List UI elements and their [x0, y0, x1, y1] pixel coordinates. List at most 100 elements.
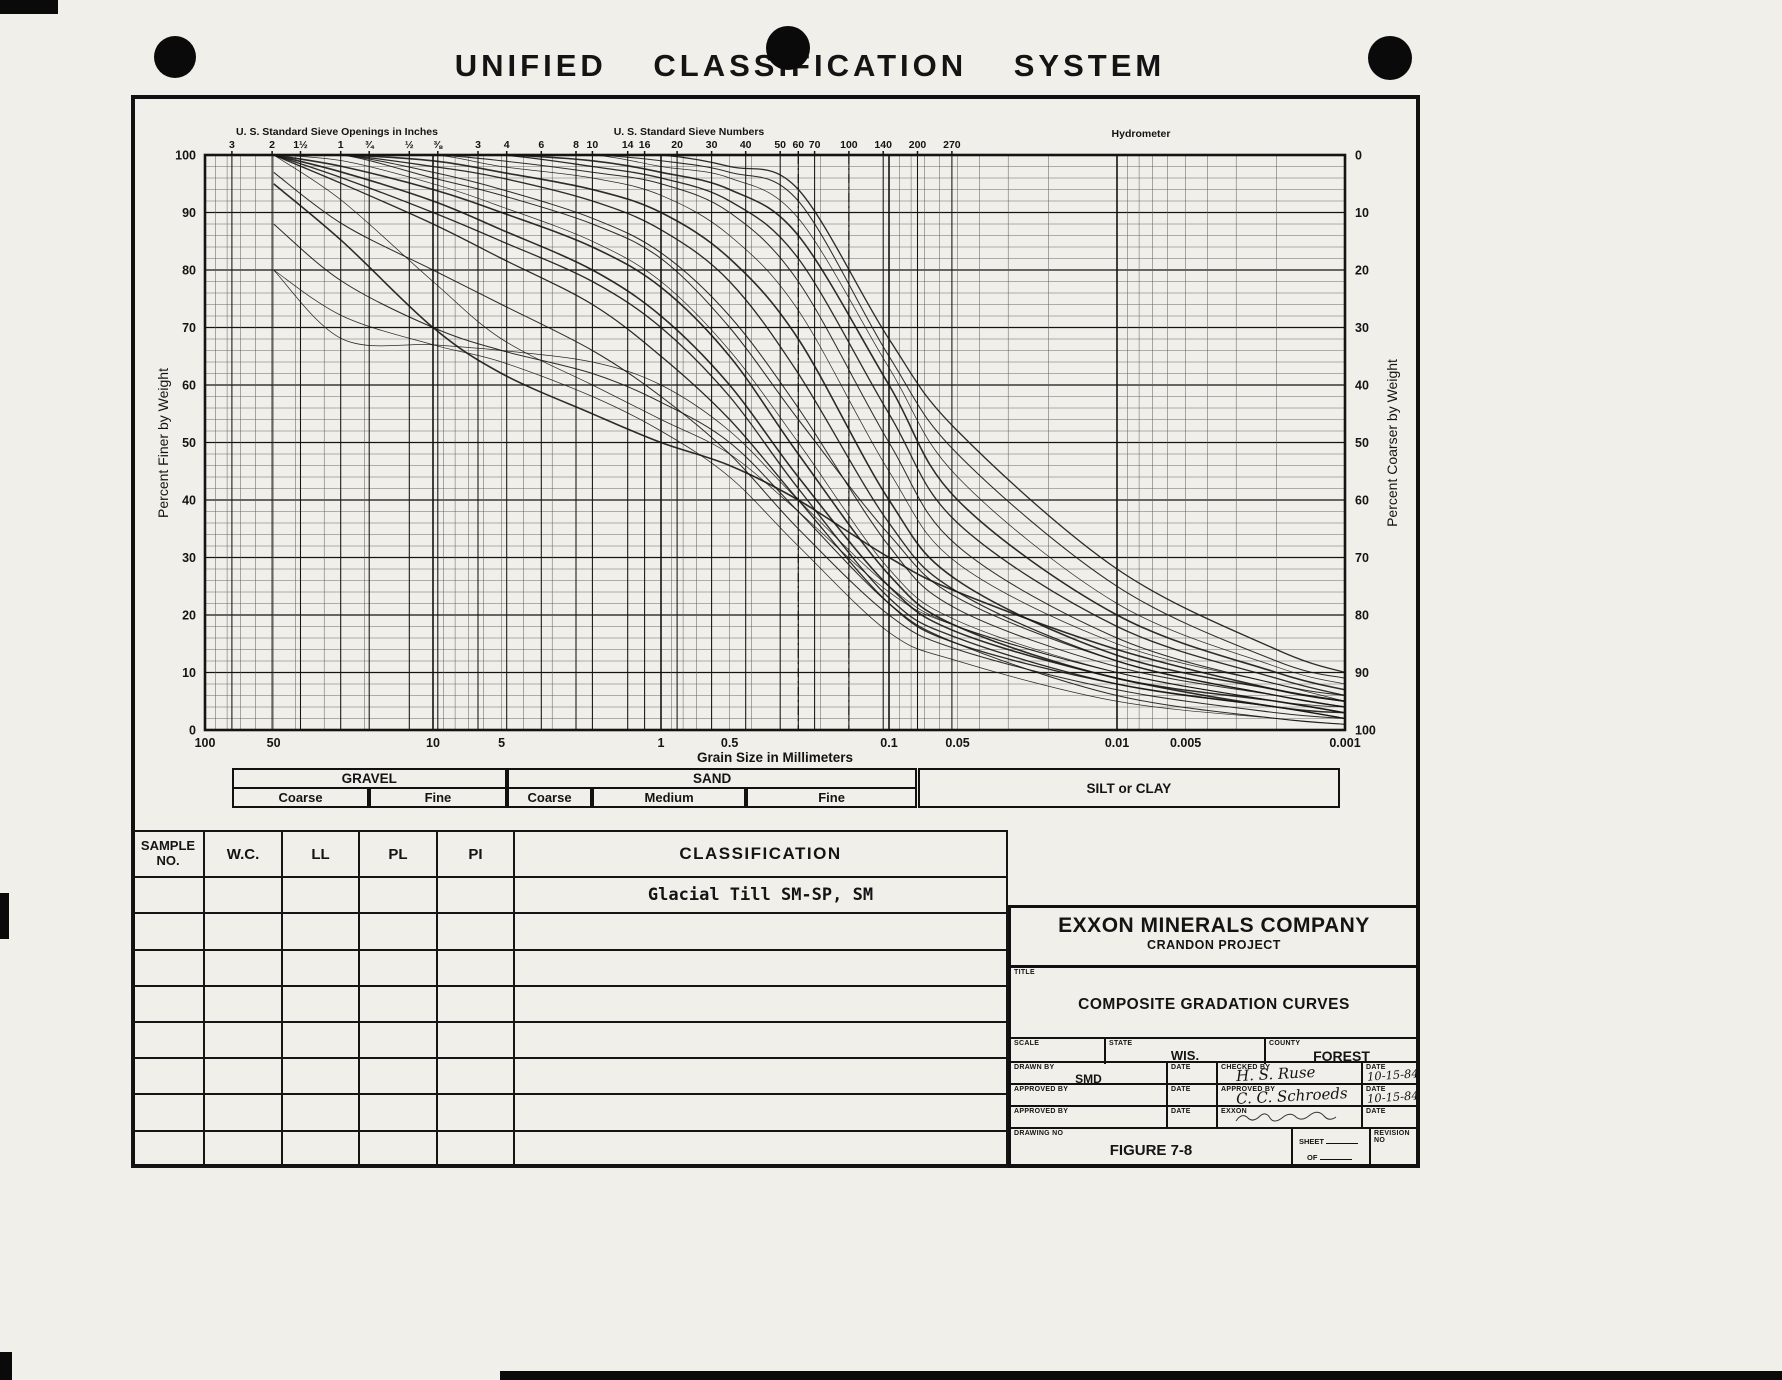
- size-band-cell: Fine: [745, 787, 918, 808]
- sample-table-cell: [203, 912, 283, 951]
- size-band-cell: Coarse: [506, 787, 593, 808]
- sample-table-cell: [358, 948, 438, 987]
- sample-table-cell: [281, 1093, 360, 1132]
- sample-table-cell: [358, 984, 438, 1024]
- approver-caption: APPROVED BY: [1221, 1086, 1276, 1093]
- sample-table-cell: [513, 1021, 1008, 1060]
- sample-table-cell: [281, 1057, 360, 1096]
- svg-text:0: 0: [189, 724, 196, 738]
- title-block-title-row: TITLE COMPOSITE GRADATION CURVES: [1011, 968, 1417, 1039]
- svg-text:100: 100: [195, 736, 216, 750]
- svg-text:¾: ¾: [365, 139, 375, 151]
- svg-text:3: 3: [475, 139, 481, 151]
- sample-table-cell: [358, 876, 438, 915]
- svg-text:100: 100: [840, 139, 858, 151]
- sheet-caption: SHEET: [1299, 1137, 1325, 1146]
- svg-text:90: 90: [1355, 666, 1369, 680]
- sample-table-header: W.C.: [203, 829, 283, 879]
- sample-table-cell: [281, 1021, 360, 1060]
- sample-table-cell: [203, 948, 283, 987]
- svg-text:60: 60: [792, 139, 804, 151]
- svg-text:10: 10: [182, 666, 196, 680]
- sample-table-cell: [513, 1129, 1008, 1169]
- date-cell: DATE: [1168, 1085, 1218, 1105]
- scale-state-county-row: SCALE STATE WIS. COUNTY FOREST: [1011, 1039, 1417, 1064]
- svg-text:30: 30: [1355, 321, 1369, 335]
- sample-table-cell: [436, 912, 515, 951]
- svg-text:6: 6: [538, 139, 544, 151]
- county-cell: COUNTY FOREST: [1266, 1039, 1417, 1064]
- svg-text:60: 60: [182, 379, 196, 393]
- drawn-by-caption: DRAWN BY: [1014, 1064, 1055, 1071]
- sample-table-cell: [436, 948, 515, 987]
- sample-table-cell: [281, 1129, 360, 1169]
- title-caption: TITLE: [1014, 969, 1035, 976]
- svg-text:100: 100: [175, 149, 196, 163]
- sample-table-cell: [513, 1093, 1008, 1132]
- sample-table-cell: [358, 1057, 438, 1096]
- sample-table-cell: [358, 1129, 438, 1169]
- state-caption: STATE: [1109, 1040, 1133, 1047]
- svg-text:10: 10: [426, 736, 440, 750]
- svg-text:2: 2: [269, 139, 275, 151]
- signature-scribble: [1235, 1111, 1337, 1122]
- svg-text:1: 1: [338, 139, 344, 151]
- approved-by-caption: APPROVED BY: [1014, 1108, 1069, 1115]
- date-cell: DATE: [1168, 1107, 1218, 1127]
- revision-cell: REVISION NO: [1371, 1129, 1417, 1165]
- checked-by-caption: CHECKED BY: [1221, 1064, 1271, 1071]
- sample-table-cell: [513, 912, 1008, 951]
- drawing-number-value: FIGURE 7-8: [1109, 1142, 1193, 1159]
- svg-text:200: 200: [909, 139, 927, 151]
- state-value: WIS.: [1170, 1048, 1200, 1063]
- svg-text:20: 20: [671, 139, 683, 151]
- date-caption: DATE: [1366, 1064, 1386, 1071]
- size-band-cell: Coarse: [231, 787, 370, 808]
- sample-table-cell: [436, 984, 515, 1024]
- svg-text:10: 10: [1355, 206, 1369, 220]
- svg-text:0.1: 0.1: [880, 736, 897, 750]
- date-caption: DATE: [1366, 1086, 1386, 1093]
- state-cell: STATE WIS.: [1106, 1039, 1266, 1064]
- svg-text:140: 140: [874, 139, 892, 151]
- sample-table-cell: [203, 1057, 283, 1096]
- sample-table-header: PL: [358, 829, 438, 879]
- sample-table: SAMPLE NO. W.C. LL PL PI CLASSIFICATION Glacial…: [131, 829, 1008, 1169]
- sample-table-header: LL: [281, 829, 360, 879]
- svg-text:20: 20: [1355, 264, 1369, 278]
- sample-table-cell: [131, 912, 205, 951]
- sample-table-cell: [281, 948, 360, 987]
- title-block-company-row: EXXON MINERALS COMPANY CRANDON PROJECT: [1011, 908, 1417, 968]
- exxon-signature-cell: EXXON: [1218, 1107, 1363, 1127]
- date-caption: DATE: [1171, 1086, 1191, 1093]
- signature-row-1: DRAWN BY SMD DATE CHECKED BY H. S. Ruse …: [1011, 1063, 1419, 1086]
- top-axis-caption-inches: U. S. Standard Sieve Openings in Inches: [236, 126, 438, 138]
- svg-text:0: 0: [1355, 149, 1362, 163]
- svg-text:⅜: ⅜: [433, 139, 443, 151]
- sample-table-cell: [513, 1057, 1008, 1096]
- sample-table-cell: [358, 1021, 438, 1060]
- sample-table-cell: [358, 1093, 438, 1132]
- scan-artifact-bottom-left: [0, 1352, 12, 1380]
- svg-text:40: 40: [740, 139, 752, 151]
- scale-cell: SCALE: [1011, 1039, 1106, 1064]
- sample-table-cell: [131, 1093, 205, 1132]
- top-axis-caption-numbers: U. S. Standard Sieve Numbers: [613, 126, 765, 138]
- punch-hole-center: [766, 26, 810, 70]
- svg-text:0.01: 0.01: [1105, 736, 1129, 750]
- drawn-by-cell: DRAWN BY SMD: [1011, 1063, 1168, 1086]
- sample-table-cell: [203, 984, 283, 1024]
- scan-artifact-left-edge: [0, 893, 9, 939]
- size-band-cell: Fine: [369, 787, 507, 808]
- svg-text:50: 50: [774, 139, 786, 151]
- approved-by-caption: APPROVED BY: [1014, 1086, 1069, 1093]
- county-caption: COUNTY: [1269, 1040, 1301, 1047]
- svg-text:0.5: 0.5: [721, 736, 738, 750]
- sheet-blank-line: [1326, 1135, 1359, 1144]
- sheet-cell: SHEET OF: [1293, 1129, 1371, 1165]
- svg-text:8: 8: [573, 139, 579, 151]
- date-caption: DATE: [1171, 1064, 1191, 1071]
- signature-row-3: APPROVED BY DATE EXXON DATE: [1011, 1107, 1417, 1129]
